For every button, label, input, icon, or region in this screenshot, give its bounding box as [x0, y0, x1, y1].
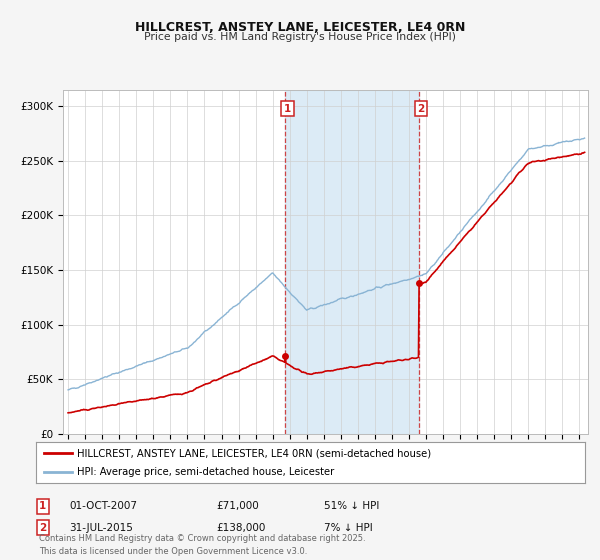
Text: HPI: Average price, semi-detached house, Leicester: HPI: Average price, semi-detached house,…: [77, 467, 334, 477]
Text: £71,000: £71,000: [216, 501, 259, 511]
Text: HILLCREST, ANSTEY LANE, LEICESTER, LE4 0RN: HILLCREST, ANSTEY LANE, LEICESTER, LE4 0…: [135, 21, 465, 34]
Text: Contains HM Land Registry data © Crown copyright and database right 2025.
This d: Contains HM Land Registry data © Crown c…: [39, 534, 365, 556]
Text: 7% ↓ HPI: 7% ↓ HPI: [324, 522, 373, 533]
Bar: [286, 90, 419, 434]
Text: 1: 1: [284, 104, 291, 114]
Text: Price paid vs. HM Land Registry's House Price Index (HPI): Price paid vs. HM Land Registry's House …: [144, 32, 456, 42]
Text: 51% ↓ HPI: 51% ↓ HPI: [324, 501, 379, 511]
Text: 2: 2: [418, 104, 425, 114]
Text: 2: 2: [39, 522, 46, 533]
Text: 31-JUL-2015: 31-JUL-2015: [69, 522, 133, 533]
Text: 1: 1: [39, 501, 46, 511]
Text: £138,000: £138,000: [216, 522, 265, 533]
Text: HILLCREST, ANSTEY LANE, LEICESTER, LE4 0RN (semi-detached house): HILLCREST, ANSTEY LANE, LEICESTER, LE4 0…: [77, 449, 431, 458]
Text: 01-OCT-2007: 01-OCT-2007: [69, 501, 137, 511]
